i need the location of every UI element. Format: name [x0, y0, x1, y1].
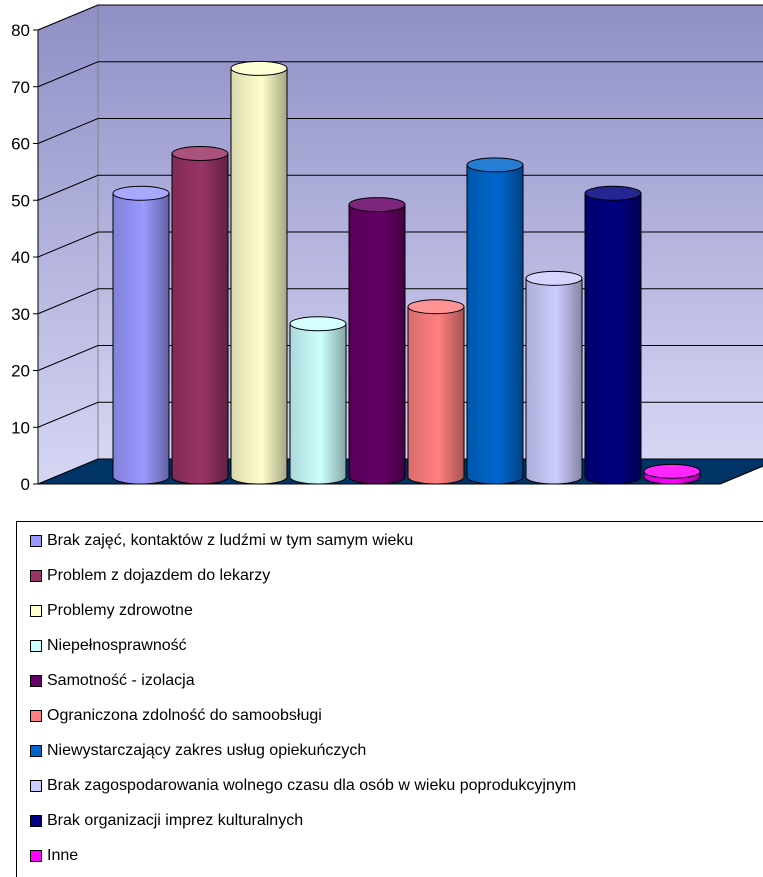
legend-item: Brak zagospodarowania wolnego czasu dla … [30, 776, 576, 796]
bar-top [230, 60, 288, 76]
bar-4 [289, 316, 347, 485]
legend-label: Niewystarczający zakres usług opiekuńczy… [47, 742, 367, 759]
bar-body [407, 306, 465, 485]
legend-item: Brak zajęć, kontaktów z ludźmi w tym sam… [30, 531, 413, 551]
bar-body [348, 204, 406, 485]
legend-item: Niewystarczający zakres usług opiekuńczy… [30, 741, 366, 761]
bar-3 [230, 60, 288, 485]
legend-label: Problemy zdrowotne [47, 602, 193, 619]
y-tick-label: 80 [11, 21, 30, 40]
legend-swatch [30, 605, 42, 617]
legend-label: Niepełnosprawność [47, 637, 187, 654]
bar-top [171, 146, 229, 162]
bar-10 [643, 463, 701, 485]
legend-swatch [30, 710, 42, 722]
bar-top [348, 197, 406, 213]
bar-top [466, 157, 524, 173]
bar-top [112, 185, 170, 201]
y-tick-label: 0 [21, 475, 30, 494]
legend-label: Ograniczona zdolność do samoobsługi [47, 707, 322, 724]
legend-label: Problem z dojazdem do lekarzy [47, 567, 271, 584]
legend-swatch [30, 745, 42, 757]
y-tick-label: 60 [11, 135, 30, 154]
legend-label: Brak organizacji imprez kulturalnych [47, 812, 304, 829]
legend-item: Problemy zdrowotne [30, 601, 193, 621]
bar-top [643, 463, 701, 479]
bar-body [171, 153, 229, 485]
legend-swatch [30, 570, 42, 582]
bar-top [407, 299, 465, 315]
legend-item: Samotność - izolacja [30, 671, 195, 691]
legend-item: Inne [30, 846, 78, 866]
legend-swatch [30, 850, 42, 862]
legend-swatch [30, 535, 42, 547]
gridline [37, 118, 763, 144]
bar-body [584, 192, 642, 485]
chart-bars [112, 60, 701, 485]
bar-5 [348, 197, 406, 485]
bar-top [584, 185, 642, 201]
legend-swatch [30, 780, 42, 792]
bar-2 [171, 146, 229, 485]
bar-1 [112, 185, 170, 485]
legend-item: Niepełnosprawność [30, 636, 187, 656]
bar-top [289, 316, 347, 332]
chart-legend: Brak zajęć, kontaktów z ludźmi w tym sam… [16, 521, 763, 877]
chart-plot: 0 10 20 30 40 50 60 70 80 [11, 4, 763, 494]
gridline [37, 174, 763, 201]
legend-swatch [30, 675, 42, 687]
legend-item: Problem z dojazdem do lekarzy [30, 566, 270, 586]
legend-label: Brak zajęć, kontaktów z ludźmi w tym sam… [47, 532, 414, 549]
legend-item: Brak organizacji imprez kulturalnych [30, 811, 303, 831]
bar-body [289, 323, 347, 485]
y-tick-label: 10 [11, 418, 30, 437]
floor-edge [719, 465, 763, 485]
legend-swatch [30, 815, 42, 827]
gridline [37, 4, 763, 31]
y-axis: 0 10 20 30 40 50 60 70 80 [11, 21, 763, 494]
bar-6 [407, 299, 465, 485]
legend-swatch [30, 640, 42, 652]
y-tick-label: 70 [11, 78, 30, 97]
legend-item: Ograniczona zdolność do samoobsługi [30, 706, 322, 726]
bar-9 [584, 185, 642, 485]
y-tick-label: 50 [11, 191, 30, 210]
legend-label: Inne [47, 847, 79, 864]
bar-body [466, 164, 524, 485]
legend-label: Samotność - izolacja [47, 672, 195, 689]
y-tick-label: 40 [11, 248, 30, 267]
bar-body [112, 192, 170, 485]
gridline [37, 61, 763, 88]
bar-8 [525, 270, 583, 485]
y-tick-label: 30 [11, 305, 30, 324]
y-tick-label: 20 [11, 362, 30, 381]
bar-body [525, 277, 583, 485]
bar-7 [466, 157, 524, 485]
legend-label: Brak zagospodarowania wolnego czasu dla … [47, 777, 577, 794]
bar-body [230, 67, 288, 485]
gridline [37, 231, 763, 258]
bar-top [525, 270, 583, 286]
